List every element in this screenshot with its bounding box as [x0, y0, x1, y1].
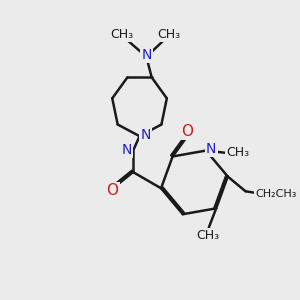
Text: O: O	[106, 183, 119, 198]
Text: N: N	[122, 143, 132, 157]
Text: CH₃: CH₃	[158, 28, 181, 41]
Text: N: N	[141, 48, 152, 62]
Text: O: O	[182, 124, 194, 139]
Text: CH₃: CH₃	[111, 28, 134, 41]
Text: N: N	[206, 142, 217, 156]
Text: CH₃: CH₃	[226, 146, 249, 159]
Text: CH₃: CH₃	[196, 229, 220, 242]
Text: CH₂CH₃: CH₂CH₃	[255, 189, 297, 199]
Text: N: N	[140, 128, 151, 142]
